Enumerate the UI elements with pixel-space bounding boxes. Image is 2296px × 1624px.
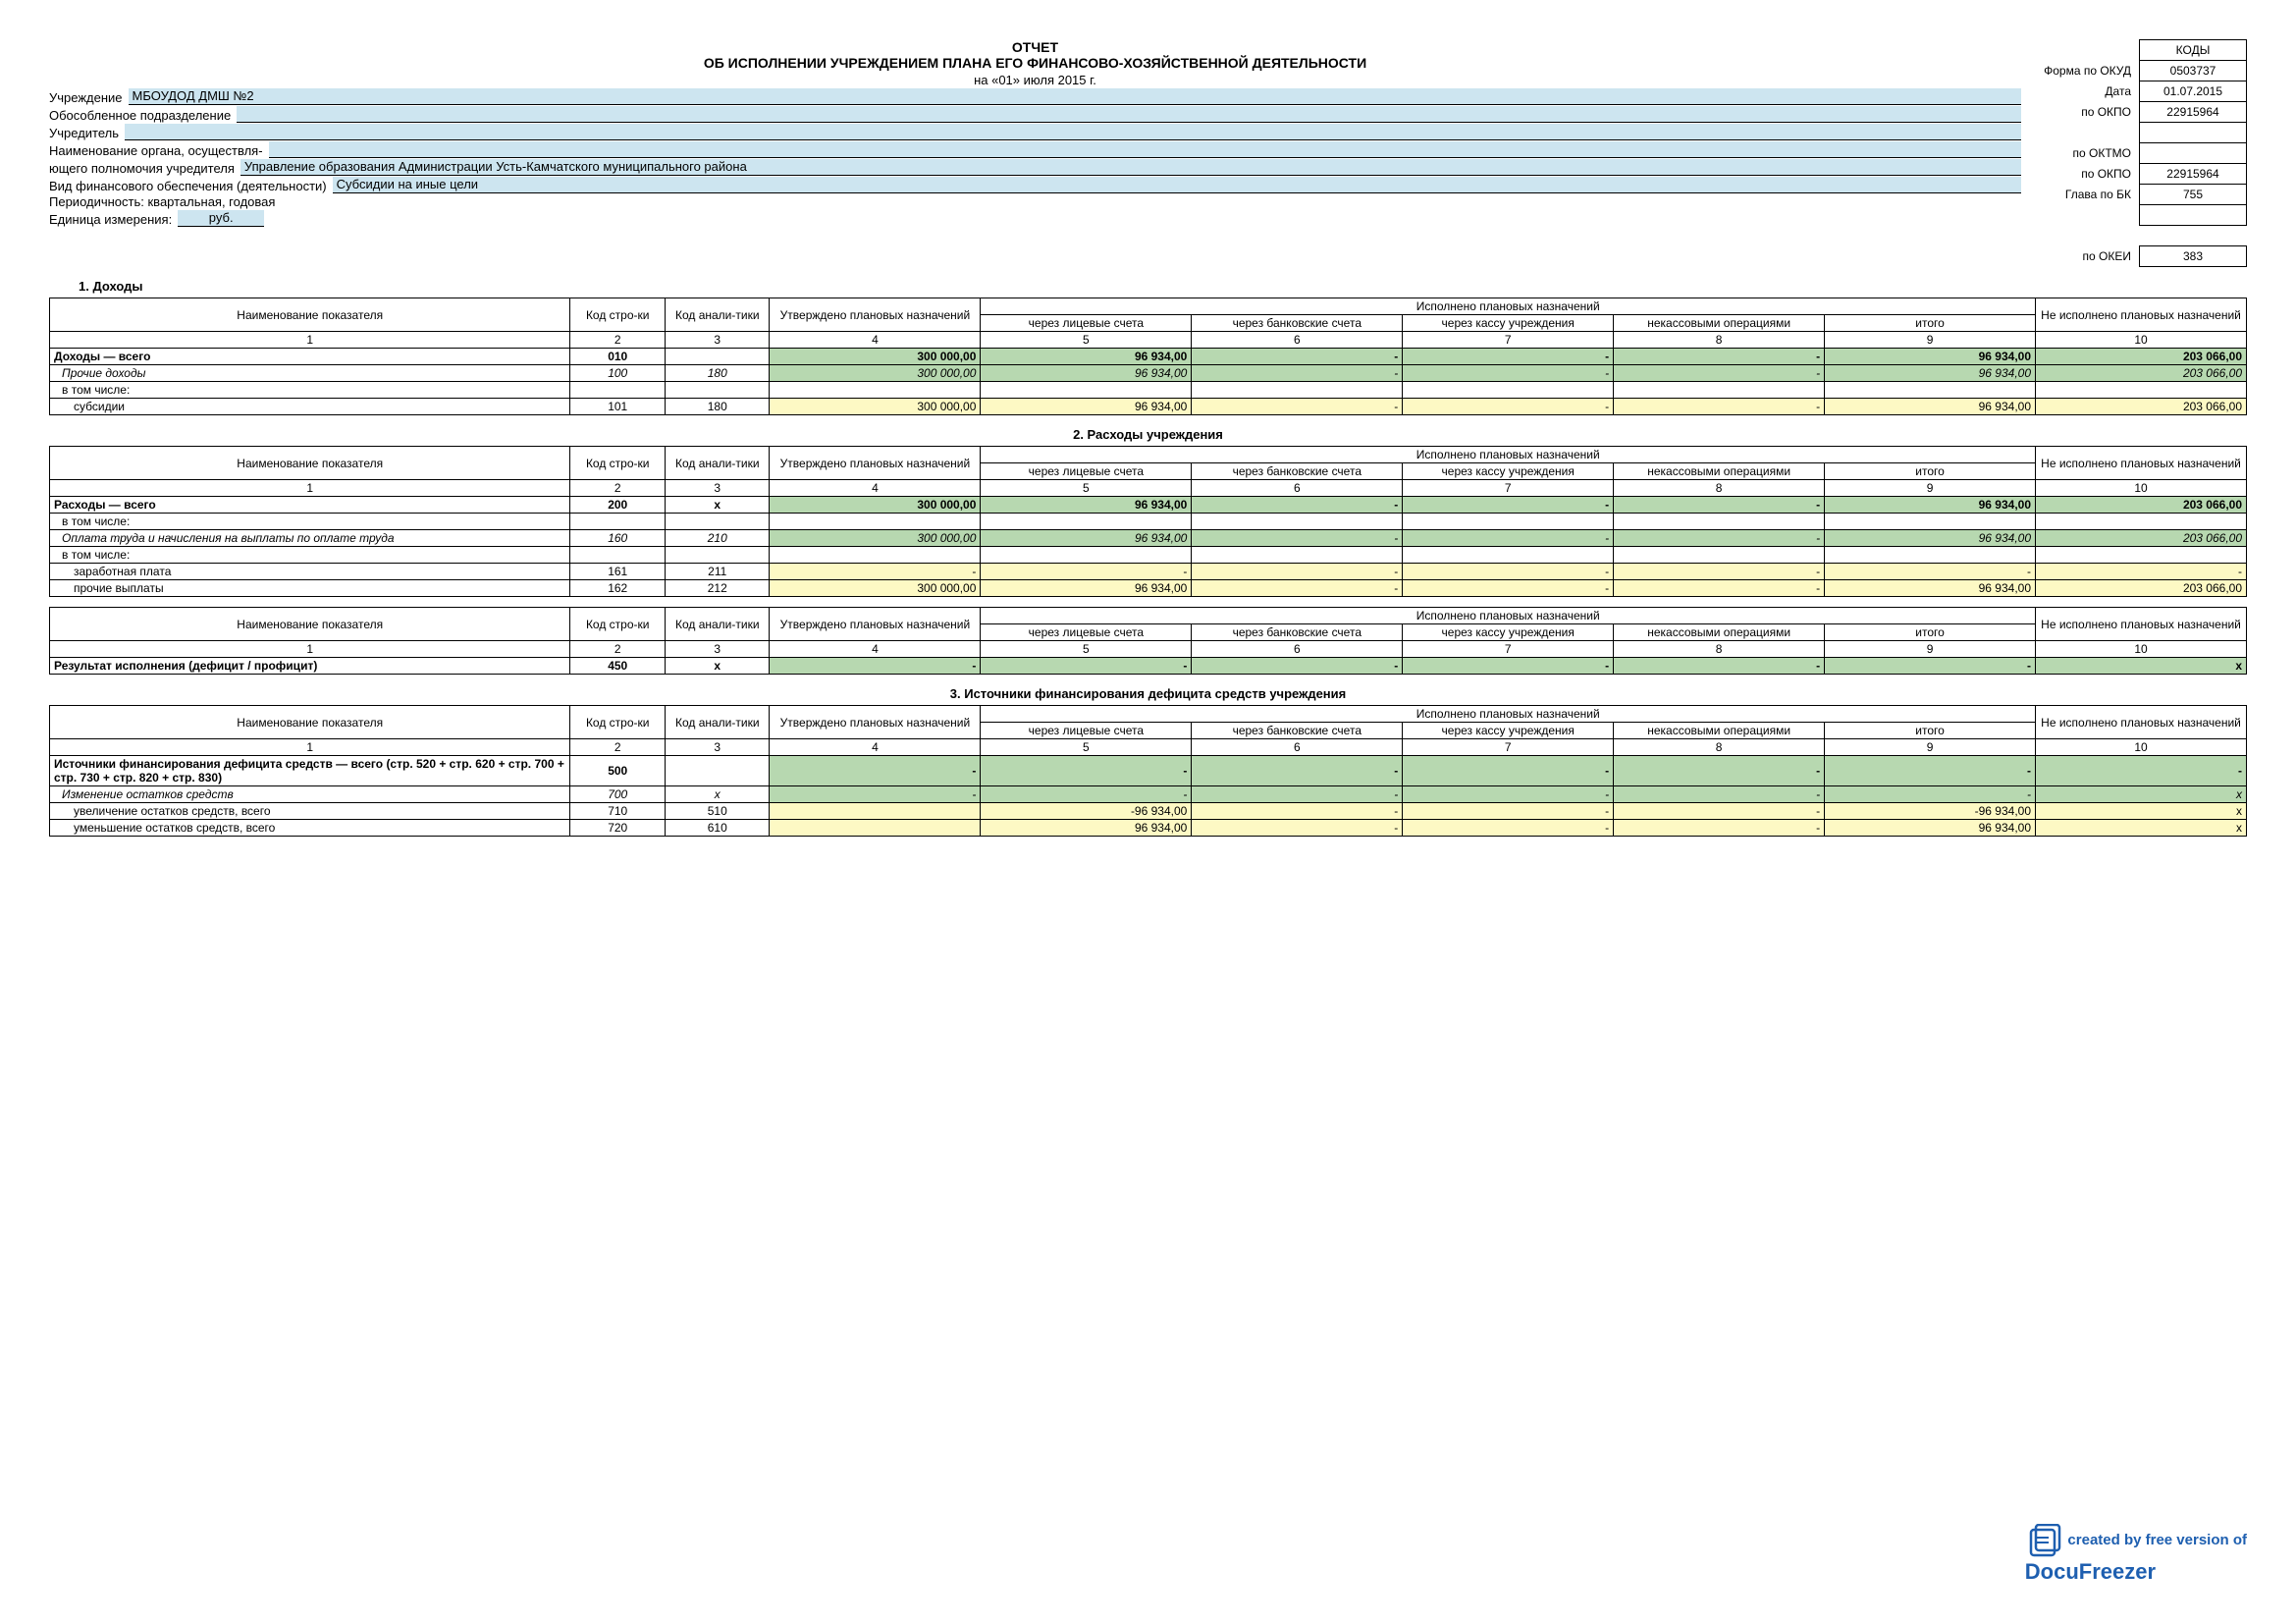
codes-box: КОДЫ 0503737 01.07.2015 22915964 2291596…	[2139, 39, 2247, 267]
label-organ1: Наименование органа, осуществля-	[49, 143, 269, 158]
val-organ-blank	[269, 141, 2021, 158]
label-vid: Вид финансового обеспечения (деятельност…	[49, 179, 333, 193]
table-sources: Наименование показателяКод стро-киКод ан…	[49, 705, 2247, 837]
doc-title: ОТЧЕТ	[49, 39, 2021, 55]
table-row: Прочие доходы 100180 300 000,0096 934,00…	[50, 365, 2247, 382]
table-row: Результат исполнения (дефицит / профицит…	[50, 658, 2247, 675]
table-row: в том числе:	[50, 382, 2247, 399]
table-expense: Наименование показателяКод стро-киКод ан…	[49, 446, 2247, 597]
section3-title: 3. Источники финансирования дефицита сре…	[49, 686, 2247, 701]
val-podr	[237, 106, 2021, 123]
table-result: Наименование показателяКод стро-киКод ан…	[49, 607, 2247, 675]
label-uchr: Учреждение	[49, 90, 129, 105]
doc-subtitle: ОБ ИСПОЛНЕНИИ УЧРЕЖДЕНИЕМ ПЛАНА ЕГО ФИНА…	[49, 55, 2021, 71]
label-organ2: ющего полномочия учредителя	[49, 161, 240, 176]
val-uchr: МБОУДОД ДМШ №2	[129, 88, 2021, 105]
table-row: прочие выплаты 162212 300 000,0096 934,0…	[50, 580, 2247, 597]
label-podr: Обособленное подразделение	[49, 108, 237, 123]
doc-date: на «01» июля 2015 г.	[49, 73, 2021, 87]
table-row: увеличение остатков средств, всего 71051…	[50, 803, 2247, 820]
table-row: уменьшение остатков средств, всего 72061…	[50, 820, 2247, 837]
codes-labels: Форма по ОКУД Дата по ОКПО по ОКТМО по О…	[2021, 39, 2139, 267]
table-row: в том числе:	[50, 547, 2247, 564]
section2-title: 2. Расходы учреждения	[49, 427, 2247, 442]
table-row: Оплата труда и начисления на выплаты по …	[50, 530, 2247, 547]
table-row: Источники финансирования дефицита средст…	[50, 756, 2247, 786]
section1-title: 1. Доходы	[79, 279, 2247, 294]
table-income: Наименование показателяКод стро-киКод ан…	[49, 298, 2247, 415]
val-unit: руб.	[178, 210, 264, 227]
val-organ: Управление образования Администрации Уст…	[240, 159, 2021, 176]
label-uchred: Учредитель	[49, 126, 125, 140]
table-row: заработная плата 161211 -- -- -- -	[50, 564, 2247, 580]
table-row: Доходы — всего 010 300 000,0096 934,00 -…	[50, 349, 2247, 365]
table-row: Изменение остатков средств 700х -- -- --…	[50, 786, 2247, 803]
val-uchred	[125, 124, 2021, 140]
watermark: created by free version of DocuFreezer	[2025, 1524, 2247, 1585]
label-unit: Единица измерения:	[49, 212, 178, 227]
table-row: в том числе:	[50, 514, 2247, 530]
table-row: субсидии 101180 300 000,0096 934,00 -- -…	[50, 399, 2247, 415]
val-vid: Субсидии на иные цели	[333, 177, 2021, 193]
label-period: Периодичность: квартальная, годовая	[49, 194, 281, 209]
table-row: Расходы — всего 200х 300 000,0096 934,00…	[50, 497, 2247, 514]
